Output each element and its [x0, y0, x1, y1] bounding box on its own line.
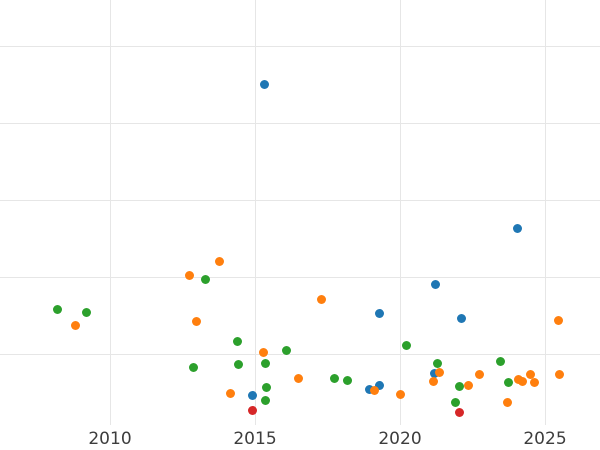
gridline-horizontal — [0, 123, 600, 124]
x-axis-tick-label: 2015 — [233, 429, 277, 449]
scatter-point-orange — [434, 367, 444, 377]
scatter-point-blue — [247, 390, 257, 400]
x-axis-tick-label: 2020 — [378, 429, 422, 449]
scatter-point-orange — [474, 369, 484, 379]
gridline-vertical — [400, 0, 401, 425]
scatter-point-green — [401, 340, 411, 350]
x-axis-tick-label: 2025 — [523, 429, 567, 449]
scatter-point-green — [52, 304, 62, 314]
scatter-point-blue — [259, 79, 269, 89]
scatter-point-orange — [554, 369, 564, 379]
scatter-point-blue — [364, 384, 374, 394]
scatter-point-green — [260, 358, 270, 368]
scatter-point-blue — [456, 313, 466, 323]
scatter-point-red — [454, 407, 464, 417]
scatter-point-orange — [428, 376, 438, 386]
scatter-point-orange — [184, 270, 194, 280]
scatter-point-orange — [70, 320, 80, 330]
gridline-horizontal — [0, 277, 600, 278]
gridline-horizontal — [0, 354, 600, 355]
scatter-point-green — [503, 377, 513, 387]
scatter-point-orange — [225, 388, 235, 398]
scatter-point-orange — [316, 294, 326, 304]
scatter-point-green — [261, 382, 271, 392]
scatter-point-green — [454, 381, 464, 391]
scatter-point-orange — [258, 347, 268, 357]
scatter-point-green — [81, 307, 91, 317]
scatter-point-orange — [517, 376, 527, 386]
gridline-horizontal — [0, 46, 600, 47]
scatter-point-green — [233, 359, 243, 369]
scatter-point-green — [232, 336, 242, 346]
scatter-point-blue — [374, 380, 384, 390]
scatter-point-green — [432, 358, 442, 368]
scatter-point-red — [247, 405, 257, 415]
scatter-point-orange — [553, 315, 563, 325]
gridline-vertical — [545, 0, 546, 425]
scatter-point-green — [329, 373, 339, 383]
scatter-point-orange — [191, 316, 201, 326]
scatter-point-orange — [369, 385, 379, 395]
scatter-point-blue — [429, 368, 439, 378]
scatter-point-orange — [395, 389, 405, 399]
scatter-point-blue — [512, 223, 522, 233]
scatter-point-green — [281, 345, 291, 355]
scatter-point-green — [188, 362, 198, 372]
scatter-point-green — [260, 395, 270, 405]
scatter-point-blue — [374, 308, 384, 318]
scatter-point-green — [200, 274, 210, 284]
scatter-point-green — [450, 397, 460, 407]
gridline-vertical — [255, 0, 256, 425]
scatter-point-orange — [502, 397, 512, 407]
scatter-point-orange — [463, 380, 473, 390]
scatter-point-green — [495, 356, 505, 366]
scatter-point-orange — [214, 256, 224, 266]
gridline-vertical — [110, 0, 111, 425]
gridline-horizontal — [0, 200, 600, 201]
scatter-point-green — [342, 375, 352, 385]
scatter-point-orange — [529, 377, 539, 387]
scatter-point-orange — [525, 369, 535, 379]
scatter-point-orange — [293, 373, 303, 383]
scatter-point-blue — [430, 279, 440, 289]
x-axis-tick-label: 2010 — [88, 429, 132, 449]
